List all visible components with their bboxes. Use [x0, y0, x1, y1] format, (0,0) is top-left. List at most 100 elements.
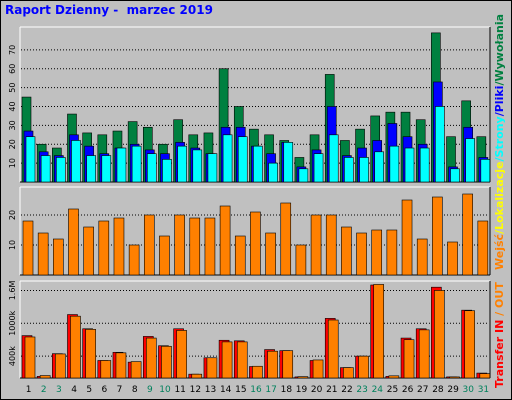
x-tick-label: 24	[372, 385, 384, 395]
x-tick-label: 3	[56, 385, 62, 395]
x-tick-label: 31	[478, 385, 489, 395]
y-tick-label: 10	[8, 158, 17, 168]
bar-visits-day-7	[113, 217, 125, 276]
y-tick-label: 60	[8, 64, 17, 74]
bar-transfer-out-day-3	[55, 353, 66, 379]
bar-transfer-out-day-4	[70, 315, 81, 379]
bar-visits-day-16	[250, 211, 261, 276]
bar-strony-day-7	[116, 147, 127, 183]
x-tick-label: 18	[281, 385, 293, 395]
bar-visits-day-6	[98, 220, 110, 276]
bar-visits-day-19	[295, 244, 307, 276]
legend-entry: IN	[493, 320, 506, 333]
legend-entry: Transfer	[493, 333, 506, 388]
bar-transfer-out-day-2	[39, 375, 51, 379]
y-tick-label: 1000k	[8, 310, 17, 335]
bar-transfer-out-day-14	[221, 341, 233, 379]
legend-entry: /	[493, 156, 506, 161]
bar-strony-day-9	[146, 153, 157, 183]
x-tick-label: 19	[296, 385, 308, 395]
legend-entry: Wywołania	[493, 14, 506, 82]
bar-visits-day-8	[128, 244, 140, 276]
bar-visits-day-14	[219, 205, 231, 276]
bar-transfer-out-day-24	[373, 284, 385, 379]
bar-visits-day-31	[477, 220, 489, 276]
bar-strony-day-30	[465, 138, 475, 183]
bar-transfer-out-day-12	[191, 373, 203, 379]
bar-strony-day-31	[480, 159, 491, 183]
bar-strony-day-3	[56, 157, 66, 183]
legend-entry: Wejść	[493, 233, 506, 270]
bar-visits-day-28	[432, 196, 443, 276]
bar-transfer-out-day-20	[312, 359, 324, 379]
bar-strony-day-22	[344, 157, 354, 183]
bar-transfer-out-day-8	[130, 361, 142, 379]
bar-visits-day-24	[371, 229, 383, 276]
bar-transfer-out-day-6	[100, 360, 112, 379]
bar-strony-day-23	[359, 157, 369, 183]
legend-entry: OUT	[493, 282, 506, 308]
x-tick-label: 22	[341, 385, 352, 395]
bar-transfer-out-day-19	[297, 376, 309, 379]
bar-transfer-out-day-18	[282, 350, 294, 379]
legend-entry: Pliki	[493, 86, 506, 113]
x-tick-label: 26	[402, 385, 414, 395]
bar-transfer-out-day-31	[479, 373, 491, 379]
x-tick-label: 5	[86, 385, 92, 395]
bar-strony-day-1	[25, 136, 36, 183]
legend-entry: /	[493, 81, 506, 86]
bar-visits-day-25	[386, 229, 398, 276]
x-tick-label: 25	[387, 385, 398, 395]
x-tick-label: 12	[190, 385, 201, 395]
y-tick-label: 10	[8, 240, 17, 250]
y-tick-label: 70	[8, 45, 17, 55]
bar-strony-day-19	[298, 168, 309, 183]
y-tick-label: 20	[8, 139, 17, 149]
bar-strony-day-29	[450, 168, 460, 183]
y-tick-label: 30	[8, 120, 17, 130]
x-tick-label: 13	[205, 385, 216, 395]
legend-entry: Strony	[493, 116, 506, 157]
bar-strony-day-11	[177, 145, 187, 183]
bar-transfer-out-day-1	[24, 336, 36, 379]
x-tick-label: 7	[117, 385, 123, 395]
bar-visits-day-27	[416, 238, 428, 276]
bar-visits-day-17	[265, 232, 276, 276]
bar-visits-day-13	[204, 217, 216, 276]
bar-strony-day-14	[222, 134, 233, 183]
bar-transfer-out-day-22	[343, 367, 354, 379]
chart-title: Raport Dzienny - marzec 2019	[5, 3, 213, 17]
legend-entry: /	[493, 308, 506, 320]
bar-strony-day-6	[101, 155, 112, 183]
bar-transfer-out-day-28	[434, 290, 445, 379]
x-tick-label: 15	[235, 385, 246, 395]
x-tick-label: 11	[174, 385, 185, 395]
bar-strony-day-4	[71, 140, 81, 183]
y-tick-label: 50	[8, 83, 17, 93]
bar-transfer-out-day-25	[388, 375, 400, 379]
x-tick-label: 2	[41, 385, 47, 395]
bar-strony-day-8	[131, 145, 142, 183]
bar-transfer-out-day-29	[449, 376, 460, 379]
x-tick-label: 27	[417, 385, 428, 395]
x-tick-label: 1	[26, 385, 32, 395]
bar-visits-day-10	[159, 235, 170, 276]
x-tick-label: 10	[159, 385, 171, 395]
bar-visits-day-18	[280, 202, 292, 276]
bar-visits-day-12	[189, 217, 201, 276]
x-tick-label: 9	[147, 385, 153, 395]
legend-top: Wejść/Lokalizacje/Strony/Pliki/Wywołania	[493, 14, 506, 270]
bar-visits-day-11	[174, 214, 185, 276]
bar-visits-day-1	[22, 220, 34, 276]
x-tick-label: 21	[326, 385, 337, 395]
bar-transfer-out-day-30	[464, 310, 475, 379]
legend-entry: Lokalizacje	[493, 161, 506, 229]
x-tick-label: 6	[102, 385, 108, 395]
bar-strony-day-27	[419, 147, 430, 183]
x-tick-label: 30	[463, 385, 475, 395]
bar-transfer-out-day-13	[206, 357, 218, 379]
bar-strony-day-21	[328, 134, 339, 183]
bar-strony-day-28	[435, 106, 445, 183]
bar-visits-day-23	[356, 232, 367, 276]
y-tick-label: 20	[8, 210, 17, 220]
